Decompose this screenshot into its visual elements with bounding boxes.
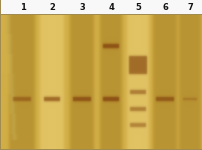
- Text: 7: 7: [187, 3, 193, 12]
- Text: 1: 1: [19, 3, 25, 12]
- Text: 4: 4: [108, 3, 114, 12]
- Text: 6: 6: [162, 3, 168, 12]
- Text: 2: 2: [49, 3, 55, 12]
- Text: 5: 5: [135, 3, 141, 12]
- Text: 3: 3: [79, 3, 85, 12]
